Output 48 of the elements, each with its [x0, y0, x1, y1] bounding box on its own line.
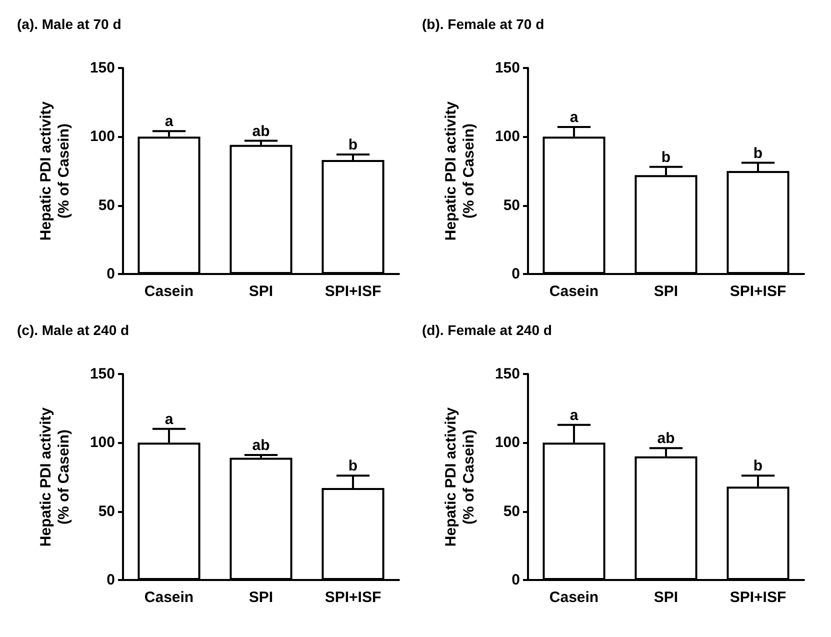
x-tick-label: Casein: [549, 283, 599, 300]
y-tick-label: 150: [90, 366, 115, 382]
chart-title: (d). Female at 240 d: [422, 322, 552, 338]
y-tick-label: 150: [90, 60, 115, 76]
chart-title: (a). Male at 70 d: [17, 16, 122, 32]
annotation: ab: [657, 430, 675, 448]
annotation: b: [661, 148, 671, 166]
y-tick-label: 100: [494, 128, 520, 146]
y-tick-label: 0: [512, 266, 520, 282]
annotation: a: [570, 109, 579, 126]
x-tick-label: SPI+ISF: [730, 283, 786, 300]
x-tick-label: Casein: [144, 283, 194, 300]
annotation: b: [753, 458, 763, 475]
annotation: a: [164, 113, 174, 130]
x-tick-label: SPI+ISF: [324, 283, 382, 300]
x-tick-label: SPI: [654, 589, 678, 606]
y-tick-label: 150: [494, 60, 520, 76]
annotation: a: [164, 410, 174, 428]
x-tick-label: SPI+ISF: [324, 589, 382, 606]
y-axis-title: Hepatic PDI activity (% of Casein): [442, 406, 478, 547]
y-tick-label: 0: [106, 266, 115, 282]
x-tick-label: SPI: [248, 589, 274, 606]
y-tick-label: 50: [98, 502, 115, 520]
y-tick-label: 100: [90, 128, 115, 146]
annotation: ab: [252, 122, 270, 140]
y-tick-label: 100: [90, 434, 115, 452]
annotation: ab: [252, 437, 270, 454]
y-axis-title: Hepatic PDI activity (% of Casein): [38, 100, 72, 241]
chart-title: (c). Male at 240 d: [17, 322, 130, 338]
x-tick-label: Casein: [549, 589, 599, 606]
annotation: b: [348, 458, 358, 475]
annotation: b: [753, 144, 763, 162]
y-tick-label: 100: [494, 434, 520, 452]
x-tick-label: SPI: [248, 283, 274, 300]
x-tick-label: SPI: [654, 283, 678, 300]
x-tick-label: SPI+ISF: [730, 589, 786, 606]
annotation: a: [570, 406, 579, 424]
y-tick-label: 0: [106, 572, 115, 588]
y-tick-label: 50: [98, 196, 115, 214]
y-tick-label: 150: [494, 366, 520, 382]
y-tick-label: 50: [503, 502, 520, 520]
y-tick-label: 0: [512, 572, 520, 588]
annotation: b: [348, 136, 358, 154]
y-axis-title: Hepatic PDI activity (% of Casein): [442, 100, 478, 241]
y-tick-label: 50: [503, 196, 520, 214]
y-axis-title: Hepatic PDI activity (% of Casein): [38, 406, 72, 547]
chart-title: (b). Female at 70 d: [422, 16, 544, 32]
x-tick-label: Casein: [144, 589, 194, 606]
